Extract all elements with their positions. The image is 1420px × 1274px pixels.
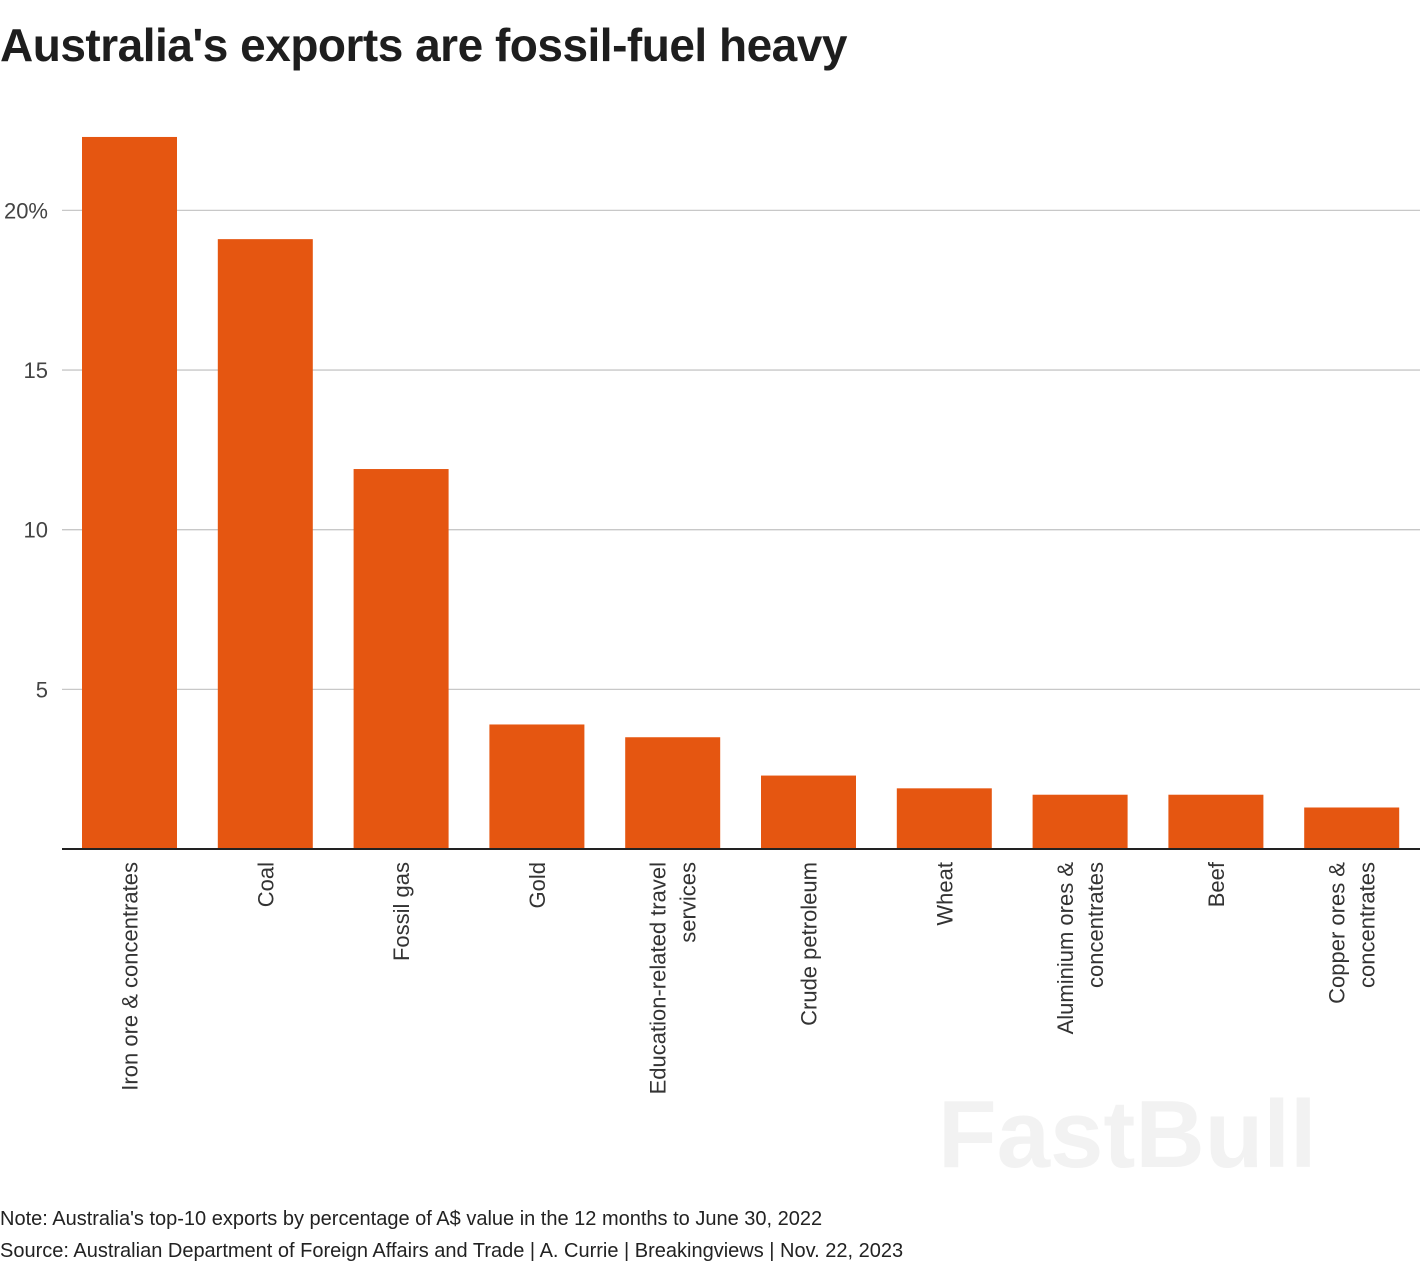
watermark: FastBull: [938, 1081, 1317, 1188]
bar: [1304, 807, 1400, 849]
y-tick-label: 20%: [4, 198, 48, 223]
bar: [82, 136, 177, 849]
chart-title: Australia's exports are fossil-fuel heav…: [0, 19, 847, 71]
x-tick-label: Aluminium ores &: [1053, 862, 1078, 1035]
bar: [1168, 794, 1264, 849]
bar: [217, 239, 313, 850]
x-tick-label: Copper ores &: [1325, 862, 1350, 1004]
bar: [625, 737, 721, 849]
x-tick-label: Beef: [1204, 861, 1229, 907]
x-tick-label: Coal: [253, 862, 278, 907]
x-tick-label: Iron ore & concentrates: [118, 862, 143, 1091]
x-tick-label: concentrates: [1355, 862, 1380, 988]
x-tick-label: Fossil gas: [389, 862, 414, 961]
y-tick-label: 10: [24, 518, 48, 543]
chart-note: Note: Australia's top-10 exports by perc…: [0, 1208, 823, 1230]
bar: [761, 775, 856, 849]
x-tick-label: services: [676, 862, 701, 943]
x-tick-label: Education-related travel: [646, 862, 671, 1094]
y-tick-label: 15: [24, 358, 48, 383]
x-tick-label: concentrates: [1083, 862, 1108, 988]
x-tick-label: Wheat: [932, 862, 957, 926]
bar: [353, 469, 449, 849]
bar-chart: 5 10 15 20% Iron ore & concentrates Coal Fossi…: [4, 136, 1420, 1094]
bar: [1032, 794, 1128, 849]
chart-source: Source: Australian Department of Foreign…: [0, 1240, 904, 1262]
x-tick-label: Crude petroleum: [797, 862, 822, 1026]
y-tick-label: 5: [36, 677, 48, 702]
x-tick-label: Gold: [525, 862, 550, 908]
bar: [489, 724, 585, 849]
bar: [896, 788, 992, 849]
